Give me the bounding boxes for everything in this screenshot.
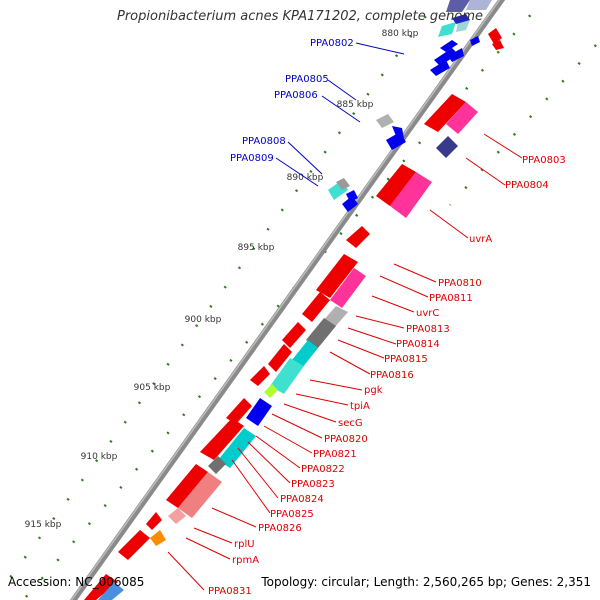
gene-feature xyxy=(178,472,222,518)
gene-label-ppa0804: PPA0804 xyxy=(505,180,549,191)
gene-label-ppa0815: PPA0815 xyxy=(384,354,428,365)
gene-arrow xyxy=(316,254,358,298)
gene-arrow xyxy=(424,94,466,132)
scale-label: 910 kbp xyxy=(81,452,118,462)
scale-label: 900 kbp xyxy=(185,315,222,325)
gene-label-secg: secG xyxy=(338,418,363,429)
gene-label-ppa0808: PPA0808 xyxy=(242,136,286,147)
gene-arrow xyxy=(430,60,450,76)
gene-label-ppa0810: PPA0810 xyxy=(438,278,482,289)
gene-feature xyxy=(98,582,124,600)
gene-label-ppa0813: PPA0813 xyxy=(406,324,450,335)
gene-arrow xyxy=(448,48,464,62)
gene-feature xyxy=(436,136,458,158)
gene-label-uvrc: uvrC xyxy=(416,308,439,319)
gene-label-ppa0802: PPA0802 xyxy=(310,38,354,49)
scale-label: 915 kbp xyxy=(25,520,62,530)
gene-arrow xyxy=(226,398,252,424)
gene-arrow xyxy=(376,164,416,206)
gene-feature xyxy=(208,456,226,474)
scale-label: 905 kbp xyxy=(134,383,171,393)
gene-label-ppa0805: PPA0805 xyxy=(285,74,329,85)
genome-backbone xyxy=(69,0,506,600)
gene-feature xyxy=(336,178,350,190)
gene-feature xyxy=(306,318,336,348)
gene-label-ppa0809: PPA0809 xyxy=(230,153,274,164)
gene-arrow xyxy=(488,28,502,44)
gene-feature xyxy=(376,114,394,128)
gene-label-rplu: rplU xyxy=(234,539,255,550)
gene-arrow xyxy=(440,40,458,52)
backbone-highlight xyxy=(70,0,501,600)
gene-label-ppa0806: PPA0806 xyxy=(274,90,318,101)
gene-arrow xyxy=(302,292,330,322)
gene-arrow xyxy=(492,40,504,50)
gene-feature xyxy=(246,398,272,426)
gene-label-ppa0811: PPA0811 xyxy=(429,293,473,304)
gene-feature xyxy=(466,0,492,10)
scale-label: 895 kbp xyxy=(238,243,275,253)
gene-feature xyxy=(218,428,256,468)
gene-arrow xyxy=(346,190,358,202)
accession-text: Accession: NC_006085 xyxy=(8,575,145,589)
gene-label-ppa0825: PPA0825 xyxy=(270,509,314,520)
scale-label: 880 kbp xyxy=(382,29,419,39)
gene-label-ppa0826: PPA0826 xyxy=(258,523,302,534)
gene-label-ppa0820: PPA0820 xyxy=(324,434,368,445)
gene-feature xyxy=(150,530,166,546)
map-title: Propionibacterium acnes KPA171202, compl… xyxy=(117,9,483,24)
gene-label-ppa0823: PPA0823 xyxy=(291,479,335,490)
gene-label-tpia: tpiA xyxy=(350,401,370,412)
gene-feature xyxy=(168,508,186,524)
gene-arrow xyxy=(434,48,458,66)
scale-label: 885 kbp xyxy=(337,100,374,110)
gene-arrow xyxy=(452,14,470,24)
gene-label-uvra: uvrA xyxy=(469,234,492,245)
gene-arrow xyxy=(84,574,118,600)
gene-label-pgk: pgk xyxy=(364,385,383,396)
gene-arrow xyxy=(118,530,150,560)
gene-arrow xyxy=(282,322,306,348)
gene-feature xyxy=(270,358,304,394)
gene-label-ppa0814: PPA0814 xyxy=(396,339,440,350)
gene-feature xyxy=(264,384,278,398)
gene-feature xyxy=(438,22,456,37)
topology-text: Topology: circular; Length: 2,560,265 bp… xyxy=(261,575,591,589)
gene-label-ppa0831: PPA0831 xyxy=(208,586,252,597)
gene-label-ppa0816: PPA0816 xyxy=(370,370,414,381)
gene-feature xyxy=(292,340,318,368)
gene-arrow xyxy=(200,418,244,460)
gene-arrow xyxy=(146,512,162,530)
gene-label-rpma: rpmA xyxy=(232,555,259,566)
gene-arrow xyxy=(330,268,366,308)
gene-label-ppa0821: PPA0821 xyxy=(313,449,357,460)
gene-arrow xyxy=(390,172,432,218)
gene-arrow xyxy=(346,226,370,248)
gene-arrow xyxy=(250,366,270,386)
gene-arrow xyxy=(392,126,404,138)
outer-dotted-track xyxy=(0,0,440,594)
gene-label-ppa0824: PPA0824 xyxy=(280,494,324,505)
gene-arrow xyxy=(470,36,480,46)
gene-label-ppa0822: PPA0822 xyxy=(301,464,345,475)
gene-label-ppa0803: PPA0803 xyxy=(522,155,566,166)
gene-feature xyxy=(446,0,470,12)
gene-arrow xyxy=(268,344,292,372)
gene-arrow xyxy=(446,102,478,134)
gene-arrow xyxy=(166,464,208,508)
